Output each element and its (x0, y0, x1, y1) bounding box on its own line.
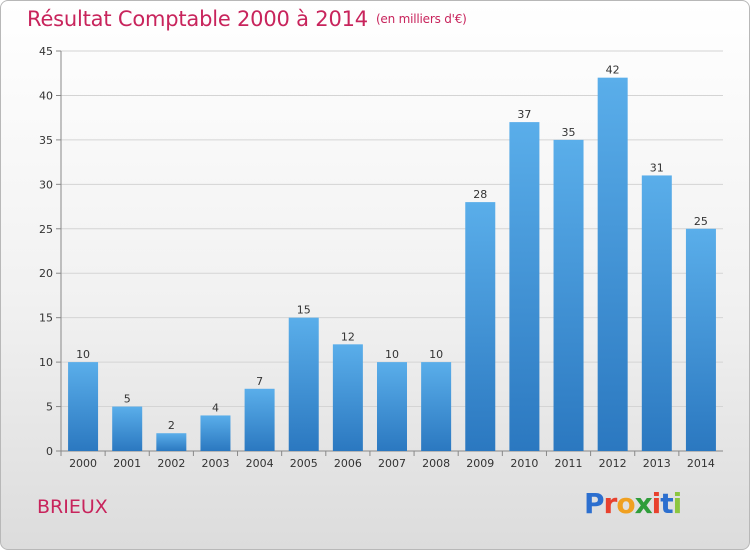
bar-2001 (112, 406, 143, 451)
data-label-2010: 37 (517, 108, 531, 121)
bar-2000 (68, 362, 99, 451)
x-tick-label-2008: 2008 (422, 457, 450, 470)
logo-letter: t (660, 487, 673, 520)
data-label-2014: 25 (694, 215, 708, 228)
logo-letter: P (584, 487, 605, 520)
y-tick-label: 15 (39, 312, 53, 325)
x-tick-label-2007: 2007 (378, 457, 406, 470)
logo-letter: x (634, 487, 653, 520)
bar-2006 (332, 344, 363, 451)
data-label-2005: 15 (297, 304, 311, 317)
data-label-2001: 5 (124, 393, 131, 406)
bar-2010 (509, 122, 540, 451)
logo-letter: i (651, 487, 662, 520)
x-tick-label-2003: 2003 (201, 457, 229, 470)
data-label-2000: 10 (76, 348, 90, 361)
x-tick-label-2012: 2012 (599, 457, 627, 470)
logo-letter: o (616, 487, 635, 520)
x-tick-label-2013: 2013 (643, 457, 671, 470)
x-tick-label-2006: 2006 (334, 457, 362, 470)
chart-subtitle: (en milliers d'€) (375, 12, 467, 26)
bar-2007 (377, 362, 407, 451)
x-tick-label-2004: 2004 (246, 457, 274, 470)
bar-2003 (200, 415, 231, 451)
x-tick-label-2001: 2001 (113, 457, 141, 470)
bar-2004 (244, 388, 275, 451)
x-tick-label-2010: 2010 (510, 457, 538, 470)
place-name: BRIEUX (37, 496, 108, 518)
x-tick-label-2005: 2005 (290, 457, 318, 470)
bar-2014 (685, 228, 716, 451)
y-tick-label: 40 (39, 89, 53, 102)
x-tick-label-2011: 2011 (555, 457, 583, 470)
data-label-2011: 35 (562, 126, 576, 139)
y-tick-label: 30 (39, 178, 53, 191)
data-label-2009: 28 (473, 188, 487, 201)
logo-letter: i (672, 487, 683, 520)
y-tick-label: 45 (39, 45, 53, 58)
y-tick-label: 25 (39, 223, 53, 236)
data-label-2013: 31 (650, 161, 664, 174)
data-label-2003: 4 (212, 401, 219, 414)
logo-letter: r (603, 487, 618, 520)
data-label-2012: 42 (606, 64, 620, 77)
data-label-2008: 10 (429, 348, 443, 361)
data-label-2002: 2 (168, 419, 175, 432)
x-tick-label-2009: 2009 (466, 457, 494, 470)
proxiti-logo: Proxiti (584, 487, 683, 520)
bar-2011 (553, 139, 584, 451)
bar-2009 (465, 202, 496, 451)
y-tick-label: 10 (39, 356, 53, 369)
x-tick-label-2002: 2002 (157, 457, 185, 470)
bar-2013 (641, 175, 672, 451)
bar-2002 (156, 433, 187, 451)
data-label-2007: 10 (385, 348, 399, 361)
chart-title: Résultat Comptable 2000 à 2014 (en millie… (27, 7, 467, 31)
x-tick-label-2000: 2000 (69, 457, 97, 470)
y-tick-label: 5 (46, 401, 53, 414)
y-tick-label: 35 (39, 134, 53, 147)
data-label-2004: 7 (256, 375, 263, 388)
data-label-2006: 12 (341, 330, 355, 343)
chart-title-text: Résultat Comptable 2000 à 2014 (27, 7, 368, 31)
bar-2012 (597, 77, 628, 452)
y-tick-label: 20 (39, 267, 53, 280)
bar-2008 (421, 362, 452, 451)
x-tick-label-2014: 2014 (687, 457, 715, 470)
bar-2005 (288, 317, 319, 451)
y-tick-label: 0 (46, 445, 53, 458)
